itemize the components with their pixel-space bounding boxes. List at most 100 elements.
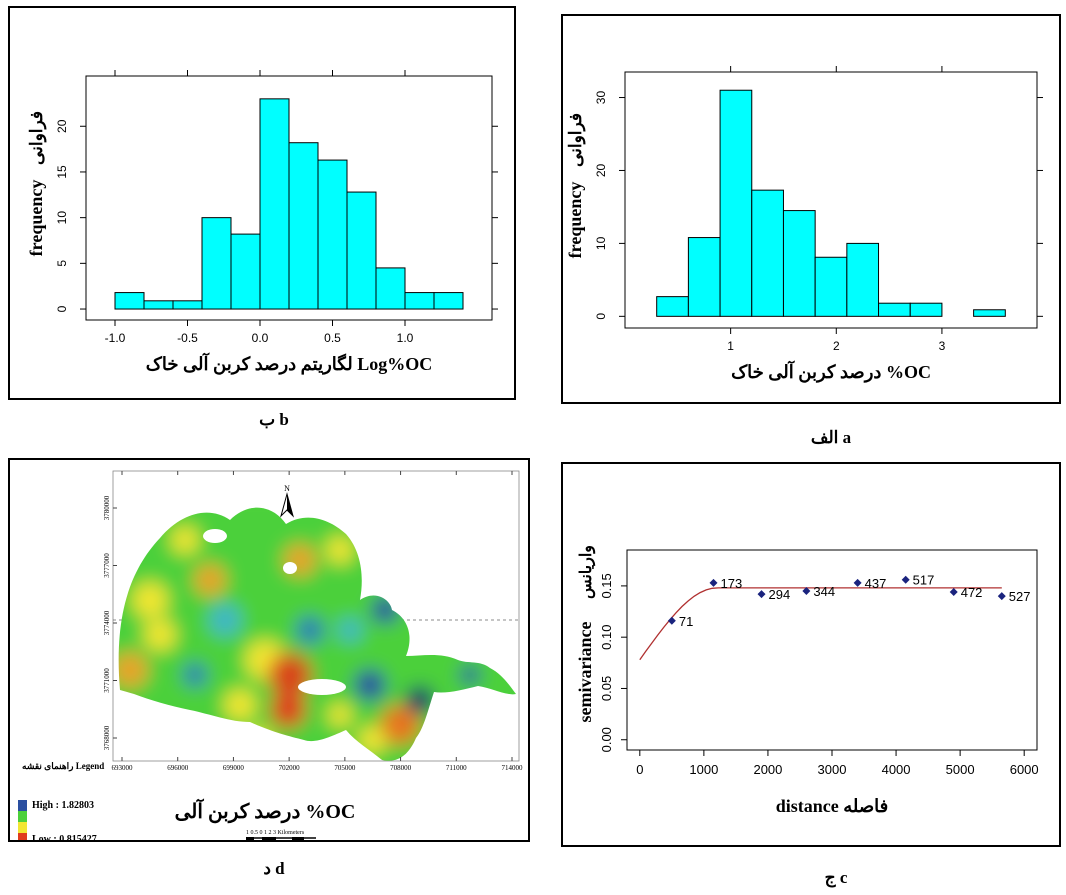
histogram-bar [114,292,145,310]
plot-frame [85,75,493,321]
y-axis-label: frequency [26,180,46,257]
y-axis-label-persian: فراوانی [27,111,47,165]
histogram-log-oc: -1.0 -0.5 0.0 0.5 1.0 0 5 10 15 20 لگاریتم درصد کر… [26,70,498,375]
map-x-tick-label: 693000 [112,764,134,772]
y-axis-label: semivariance [575,622,595,723]
data-point [949,588,958,597]
map-y-tick-label: 3780000 [103,495,111,520]
histogram-bar [143,300,174,310]
y-tick-label: 30 [594,91,608,105]
x-tick-label: 2000 [753,762,782,777]
histogram-oc-panel: 1 2 3 0 10 20 30 درصد کربن آلی خاک %OC frequency… [561,14,1061,404]
legend-title: راهنمای نقشه Legend [22,761,104,772]
histogram-bar [687,237,721,317]
point-label: 71 [679,614,693,629]
map-x-tick-label: 714000 [502,764,524,772]
histogram-bar [433,292,464,310]
histogram-bar [346,191,377,310]
y-axis-label-group: frequency فراوانی [565,113,586,258]
caption-a: الف a [810,428,852,447]
y-axis-label-group: frequency فراوانی [26,111,47,256]
map-x-tick-label: 705000 [334,764,356,772]
x-tick-label: 3 [939,339,946,353]
y-tick-label: 0.15 [599,573,614,598]
x-tick-label: 1 [727,339,734,353]
histogram-bar [846,242,880,317]
map-x-tick-label: 708000 [390,764,412,772]
map-x-tick-label: 711000 [446,764,467,772]
point-label: 517 [913,573,935,588]
plot-frame [624,71,1038,329]
data-point [802,587,811,596]
x-tick-label: 1000 [689,762,718,777]
x-tick-label: 1.0 [397,331,414,345]
plot-frame [626,549,1038,751]
data-point [997,592,1006,601]
x-tick-label: 4000 [882,762,911,777]
histogram-bar [230,233,261,310]
x-axis-label: لگاریتم درصد کربن آلی خاک Log%OC [146,352,432,375]
data-point [853,578,862,587]
north-arrow-icon [280,492,294,518]
histogram-bar [201,217,232,310]
map-y-tick-label: 3774000 [103,610,111,635]
x-tick-label: 3000 [818,762,847,777]
point-label: 527 [1009,589,1031,604]
histogram-bar [909,302,943,317]
histogram-bar [814,256,848,317]
histogram-bar [751,189,784,317]
point-label: 173 [720,576,742,591]
y-tick-label: 0.10 [599,625,614,650]
legend-high-swatch [18,800,27,811]
map-x-tick-label: 699000 [223,764,245,772]
x-tick-label: 0 [636,762,643,777]
map-title: درصد کربن آلی %OC [175,798,356,824]
histogram-bar [375,267,406,310]
histogram-bar [404,292,435,310]
semivariogram-panel: 0 1000 2000 3000 4000 5000 6000 0.00 0.05 0.10 0.1… [561,462,1061,847]
data-point [667,616,676,625]
map-y-tick-label: 3771000 [103,668,111,693]
data-point [901,575,910,584]
histogram-bar [782,210,816,317]
data-point [757,590,766,599]
x-axis-label: distance فاصله [776,796,888,816]
y-tick-label: 0 [594,313,608,320]
y-axis-label-persian: واریانس [578,545,596,599]
scale-bar [246,837,316,840]
oc-map: 693000 696000 699000 702000 705000 708000 7110… [18,470,524,840]
map-y-tick-label: 3768000 [103,725,111,750]
caption-d: د d [263,859,285,878]
histogram-bar [656,296,689,317]
legend-mid-swatch [18,811,27,822]
caption-b: ب b [259,410,289,429]
histogram-bar [259,98,290,310]
histogram-bar [973,309,1006,317]
y-tick-label: 15 [55,165,69,179]
x-tick-label: 0.5 [324,331,341,345]
point-label: 437 [865,576,887,591]
y-tick-label: 0 [55,305,69,312]
oc-map-panel: 693000 696000 699000 702000 705000 708000 7110… [8,458,530,842]
y-tick-label: 10 [594,236,608,250]
histogram-bar [288,142,319,310]
histogram-bar [172,300,203,310]
x-tick-label: -1.0 [105,331,126,345]
x-tick-label: 2 [833,339,840,353]
point-label: 472 [961,585,983,600]
legend-low-swatch [18,833,27,840]
semivariogram: 0 1000 2000 3000 4000 5000 6000 0.00 0.05 0.10 0.1… [575,545,1039,816]
map-y-tick-label: 3777000 [103,553,111,578]
y-tick-label: 10 [55,211,69,225]
point-label: 294 [769,587,791,602]
data-point [709,578,718,587]
y-axis-label: frequency [565,182,585,259]
y-tick-label: 0.00 [599,727,614,752]
y-tick-label: 0.05 [599,676,614,701]
map-x-tick-label: 696000 [167,764,189,772]
x-axis-label: درصد کربن آلی خاک %OC [731,360,931,383]
y-tick-label: 20 [594,163,608,177]
x-tick-label: -0.5 [177,331,198,345]
y-axis-label-group: semivariance واریانس [575,545,596,723]
